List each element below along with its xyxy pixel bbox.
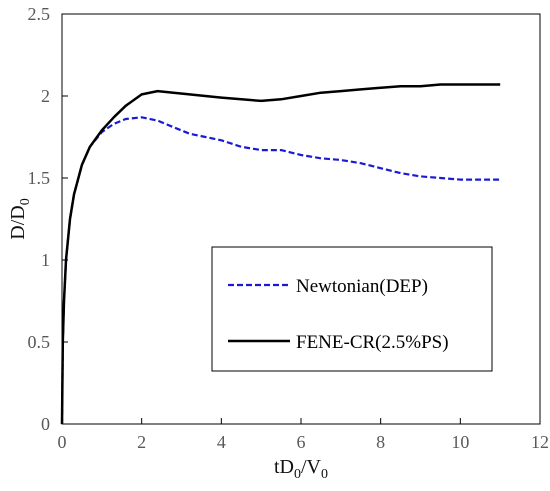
legend-box [211, 246, 493, 372]
y-tick-label: 1.5 [28, 168, 51, 188]
x-label-slash: /V [301, 456, 322, 478]
y-tick-label: 0.5 [28, 332, 51, 352]
y-tick-label: 2.5 [28, 4, 51, 24]
series-lines [60, 83, 501, 425]
x-label-main: tD [274, 456, 294, 478]
axis-ticks: 0 2 4 6 8 10 12 0 0.5 1 1.5 2 2.5 [28, 4, 550, 452]
y-tick-label: 1 [41, 250, 50, 270]
y-label-main: D/D [7, 205, 29, 239]
series-line-fene-cr [60, 83, 501, 425]
x-tick-label: 6 [297, 432, 306, 452]
x-label-sub-1: 0 [294, 467, 301, 482]
y-axis-label: D/D0 [7, 198, 33, 239]
y-tick-label: 2 [41, 86, 50, 106]
x-axis-label: tD0/V0 [274, 456, 328, 482]
x-tick-label: 4 [217, 432, 226, 452]
legend: Newtonian(DEP) FENE-CR(2.5%PS) [211, 246, 493, 372]
x-tick-label: 0 [58, 432, 67, 452]
y-label-sub: 0 [18, 198, 33, 205]
x-tick-label: 2 [137, 432, 146, 452]
legend-label-newtonian: Newtonian(DEP) [296, 276, 428, 297]
legend-label-fene-cr: FENE-CR(2.5%PS) [296, 332, 449, 353]
x-label-sub-2: 0 [321, 467, 328, 482]
x-tick-label: 8 [376, 432, 385, 452]
y-tick-label: 0 [41, 414, 50, 434]
x-tick-label: 10 [451, 432, 469, 452]
x-tick-label: 12 [531, 432, 549, 452]
